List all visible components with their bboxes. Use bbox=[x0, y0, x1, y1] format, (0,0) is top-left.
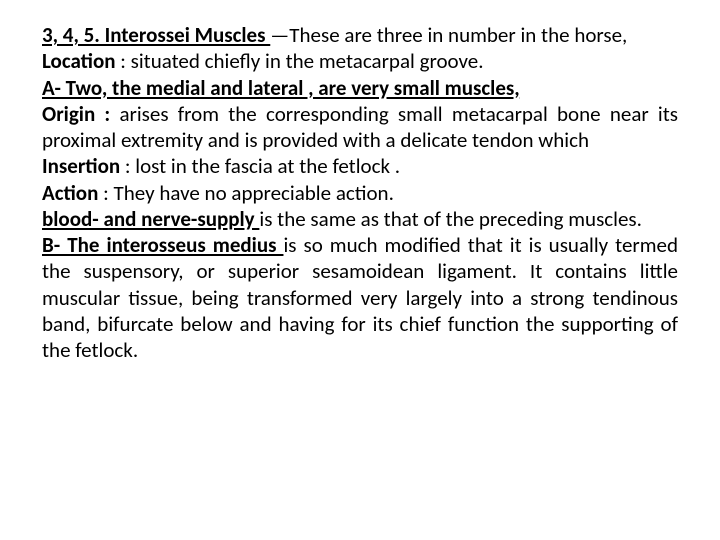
blood-nerve-text: is the same as that of the preceding mus… bbox=[259, 206, 642, 232]
location-label: Location bbox=[42, 48, 116, 74]
subsection-b-label: B- The interosseus medius bbox=[42, 232, 283, 258]
origin-label: Origin : bbox=[42, 101, 119, 127]
insertion-label: Insertion bbox=[42, 153, 120, 179]
subsection-a: A- Two, the medial and lateral , are ver… bbox=[42, 75, 520, 101]
action-label: Action bbox=[42, 180, 98, 206]
document-body: 3, 4, 5. Interossei Muscles —These are t… bbox=[0, 0, 720, 385]
insertion-text: : lost in the fascia at the fetlock . bbox=[120, 153, 400, 179]
blood-nerve-label: blood- and nerve-supply bbox=[42, 206, 259, 232]
origin-text: arises from the corresponding small meta… bbox=[42, 101, 678, 153]
action-text: : They have no appreciable action. bbox=[98, 180, 394, 206]
location-text: : situated chiefly in the metacarpal gro… bbox=[116, 48, 484, 74]
title-continuation: —These are three in number in the horse, bbox=[270, 22, 627, 48]
section-title: 3, 4, 5. Interossei Muscles bbox=[42, 22, 270, 48]
